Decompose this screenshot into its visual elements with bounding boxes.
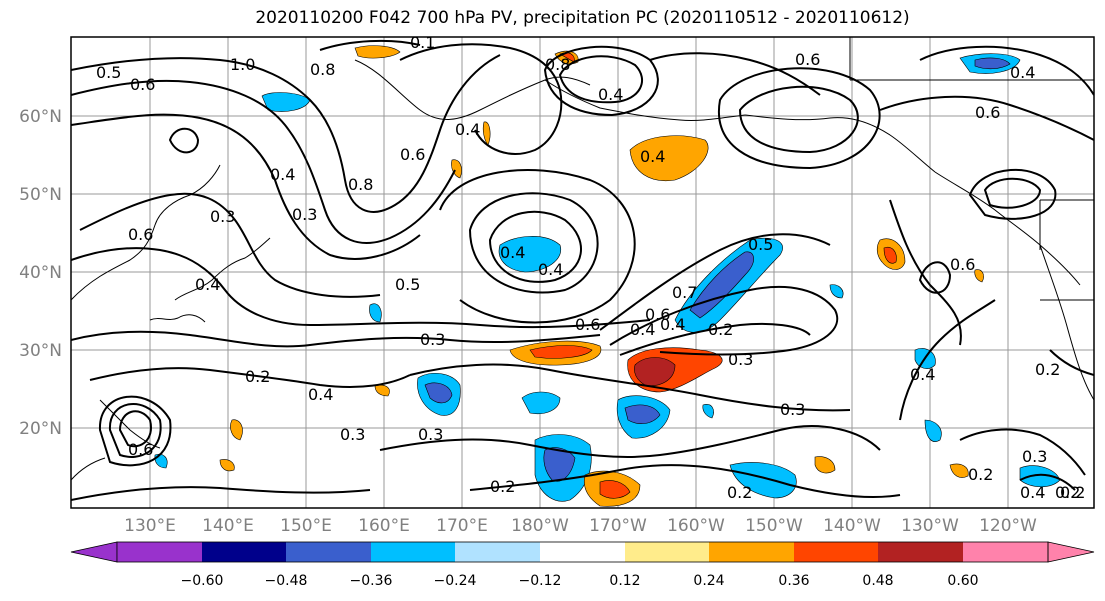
lat-label-20n: 20°N: [19, 419, 62, 439]
contour-label: 0.3: [728, 350, 753, 369]
contour-label: 0.4: [195, 275, 220, 294]
contour-label: 0.6: [645, 305, 670, 324]
colorbar-segment: [455, 542, 540, 562]
latitude-axis: 60°N 50°N 40°N 30°N 20°N: [19, 107, 62, 439]
lon-label: 120°W: [979, 516, 1037, 536]
colorbar: [70, 541, 1095, 563]
contour-label: 0.4: [660, 315, 685, 334]
colorbar-segment: [286, 542, 371, 562]
contour-label: 0.8: [545, 55, 570, 74]
contour-label: 0.4: [1020, 483, 1045, 502]
colorbar-tick-label: 0.36: [778, 573, 809, 589]
lon-label: 150°E: [280, 516, 332, 536]
contour-label: 0.2: [708, 320, 733, 339]
colorbar-segment: [709, 542, 794, 562]
lon-label: 130°W: [901, 516, 959, 536]
pv-contours: [71, 39, 1094, 501]
lon-label: 180°W: [511, 516, 569, 536]
colorbar-segment: [878, 542, 963, 562]
colorbar-tick-label: 0.12: [609, 573, 640, 589]
graticule: [71, 37, 1094, 508]
contour-label: 0.1: [410, 33, 435, 52]
contour-label: 0.4: [630, 320, 655, 339]
lat-label-40n: 40°N: [19, 263, 62, 283]
contour-label: 0.6: [400, 145, 425, 164]
colorbar-tick-label: −0.60: [181, 573, 224, 589]
contour-label: 0.4: [640, 147, 665, 166]
colorbar-segment: [963, 542, 1048, 562]
contour-label: 0.6: [975, 103, 1000, 122]
contour-label: 0.3: [780, 400, 805, 419]
contour-label: 0.4: [598, 85, 623, 104]
contour-label: 0.5: [748, 235, 773, 254]
contour-labels: 0.5 0.6 1.0 0.8 0.1 0.8 0.4 0.4 0.6 0.8 …: [96, 33, 1085, 502]
contour-label: 0.6: [950, 255, 975, 274]
colorbar-tick-label: 0.60: [947, 573, 978, 589]
contour-label: 0.6: [575, 315, 600, 334]
colorbar-segment: [794, 542, 878, 562]
contour-label: 0.2: [1060, 483, 1085, 502]
coastlines: [71, 37, 1094, 481]
colorbar-segment: [202, 542, 286, 562]
contour-label: 0.2: [1035, 360, 1060, 379]
lon-label: 140°E: [202, 516, 254, 536]
contour-label: 0.4: [308, 385, 333, 404]
lat-label-50n: 50°N: [19, 185, 62, 205]
colorbar-tick-label: −0.24: [434, 573, 477, 589]
colorbar-tick-label: −0.36: [350, 573, 393, 589]
contour-label: 0.4: [1010, 63, 1035, 82]
colorbar-extend-max: [1047, 541, 1095, 563]
contour-label: 0.4: [455, 120, 480, 139]
lat-label-30n: 30°N: [19, 341, 62, 361]
contour-label: 0.2: [727, 483, 752, 502]
contour-label: 0.4: [910, 365, 935, 384]
contour-label: 0.6: [128, 225, 153, 244]
map-title: 2020110200 F042 700 hPa PV, precipitatio…: [255, 8, 910, 28]
lon-label: 170°W: [589, 516, 647, 536]
colorbar-tick-label: 0.24: [693, 573, 724, 589]
lon-label: 130°E: [124, 516, 176, 536]
map-border: [70, 36, 1095, 509]
contour-label: 0.4: [270, 165, 295, 184]
lon-label: 170°E: [436, 516, 488, 536]
colorbar-extend-min: [70, 541, 118, 563]
contour-label: 0.6: [795, 50, 820, 69]
colorbar-segment: [117, 542, 202, 562]
colorbar-tick-label: −0.48: [265, 573, 308, 589]
contour-label: 0.2: [245, 367, 270, 386]
contour-label: 1.0: [230, 55, 255, 74]
contour-label: 0.8: [348, 175, 373, 194]
contour-label: 0.3: [420, 330, 445, 349]
contour-label: 0.2: [1055, 483, 1080, 502]
contour-label: 0.8: [310, 60, 335, 79]
lon-label: 140°W: [823, 516, 881, 536]
longitude-axis: 130°E 140°E 150°E 160°E 170°E 180°W 170°…: [124, 516, 1037, 536]
colorbar-segment: [540, 542, 625, 562]
contour-label: 0.4: [500, 243, 525, 262]
contour-label: 0.2: [490, 477, 515, 496]
contour-label: 0.5: [395, 275, 420, 294]
colorbar-ticks: −0.60 −0.48 −0.36 −0.24 −0.12 0.12 0.24 …: [181, 573, 979, 589]
contour-label: 0.5: [96, 63, 121, 82]
contour-label: 0.3: [418, 425, 443, 444]
contour-label: 0.4: [538, 260, 563, 279]
contour-label: 0.3: [292, 205, 317, 224]
lon-label: 160°E: [358, 516, 410, 536]
lon-label: 160°W: [667, 516, 725, 536]
lat-label-60n: 60°N: [19, 107, 62, 127]
colorbar-tick-label: −0.12: [519, 573, 562, 589]
contour-label: 0.2: [968, 465, 993, 484]
contour-label: 0.6: [130, 75, 155, 94]
lon-label: 150°W: [745, 516, 803, 536]
contour-label: 0.7: [672, 283, 697, 302]
colorbar-segment: [371, 542, 455, 562]
contour-label: 0.3: [1022, 447, 1047, 466]
colorbar-tick-label: 0.48: [862, 573, 893, 589]
contour-label: 0.6: [128, 440, 153, 459]
contour-label: 0.3: [210, 207, 235, 226]
contour-label: 0.3: [340, 425, 365, 444]
colorbar-outline: [116, 541, 1049, 563]
colorbar-segment: [625, 542, 709, 562]
